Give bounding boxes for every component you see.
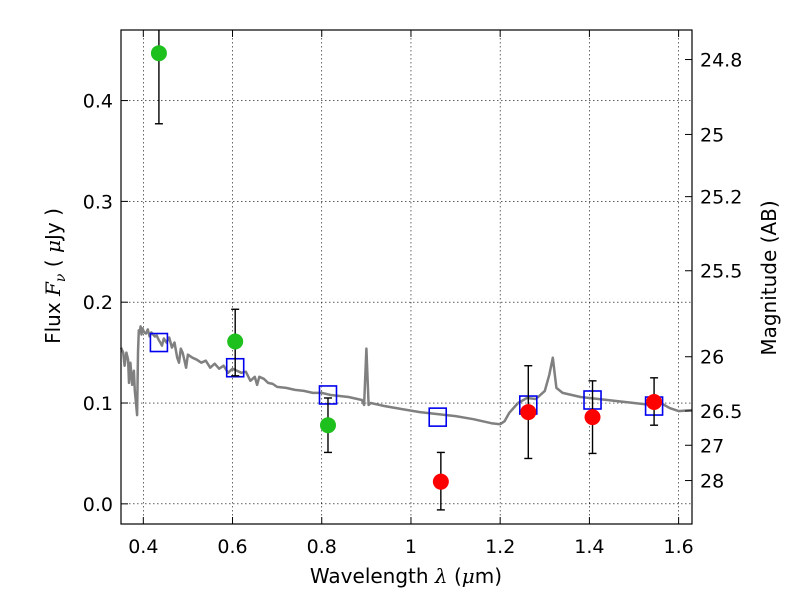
magnitude-tick-label: 24.8 — [700, 50, 742, 72]
x-tick-label: 0.6 — [217, 536, 247, 558]
magnitude-tick-label: 25.5 — [700, 261, 742, 283]
y-axis-title-open: ( — [41, 253, 65, 274]
y-axis-title-unit: Jy ) — [41, 208, 65, 242]
y-tick-label: 0.2 — [83, 292, 113, 314]
sed-model-curve — [119, 325, 693, 426]
magnitude-tick-label: 25 — [700, 124, 724, 146]
x-axis-title-prefix: Wavelength — [310, 564, 435, 588]
magnitude-tick-label: 25.2 — [700, 187, 742, 209]
photometry-point — [227, 333, 244, 350]
x-tick-label: 1 — [405, 536, 417, 558]
photometry-point — [520, 404, 537, 421]
model-square-marker — [428, 407, 448, 427]
grid-lines — [121, 30, 692, 524]
y-axis-title-symbol: F — [41, 281, 65, 297]
model-square-marker — [149, 332, 169, 353]
photometry-point — [319, 417, 336, 434]
sed-model-curve-layer — [119, 325, 693, 426]
x-axis-title-symbol: λ — [434, 564, 448, 588]
photometry-point — [432, 473, 449, 490]
x-tick-label: 1.6 — [664, 536, 694, 558]
x-tick-label: 0.8 — [307, 536, 337, 558]
magnitude-tick-label: 28 — [700, 471, 724, 493]
y-tick-label: 0.4 — [83, 91, 113, 113]
magnitude-tick-label: 27 — [700, 435, 724, 457]
error-bars-layer — [154, 30, 659, 511]
magnitude-tick-label: 26 — [700, 347, 724, 369]
photometry-point — [646, 394, 663, 411]
magnitude-axis-title: Magnitude (AB) — [757, 200, 781, 355]
x-axis-title-unit: m) — [475, 564, 502, 588]
y-axis-title-mu: μ — [41, 240, 65, 253]
x-axis-title-open: ( — [448, 564, 462, 588]
y-tick-label: 0.1 — [83, 393, 113, 415]
y-tick-label: 0.3 — [83, 191, 113, 213]
y-axis-title-prefix: Flux — [41, 296, 65, 344]
magnitude-tick-label: 26.5 — [700, 401, 742, 423]
plot-frame — [120, 29, 693, 525]
photometry-points-layer — [150, 45, 663, 490]
y-axis-title: Flux Fν ( μJy ) — [41, 208, 69, 344]
photometry-point — [584, 409, 601, 426]
x-tick-label: 0.4 — [128, 536, 158, 558]
tick-labels: 0.4 0.6 0.8 1 1.2 1.4 1.6 0.0 0.1 0.2 0.3 0.4 24.8 25… — [83, 50, 743, 558]
x-axis-title: Wavelength λ (μm) — [310, 564, 502, 588]
axis-ticks — [121, 30, 692, 524]
y-axis-title-subscript: ν — [53, 273, 69, 282]
x-tick-label: 1.2 — [485, 536, 515, 558]
y-tick-label: 0.0 — [83, 494, 113, 516]
x-tick-label: 1.4 — [574, 536, 604, 558]
photometry-point — [150, 45, 167, 62]
x-axis-title-mu: μ — [462, 564, 475, 588]
model-squares-layer — [149, 332, 664, 427]
